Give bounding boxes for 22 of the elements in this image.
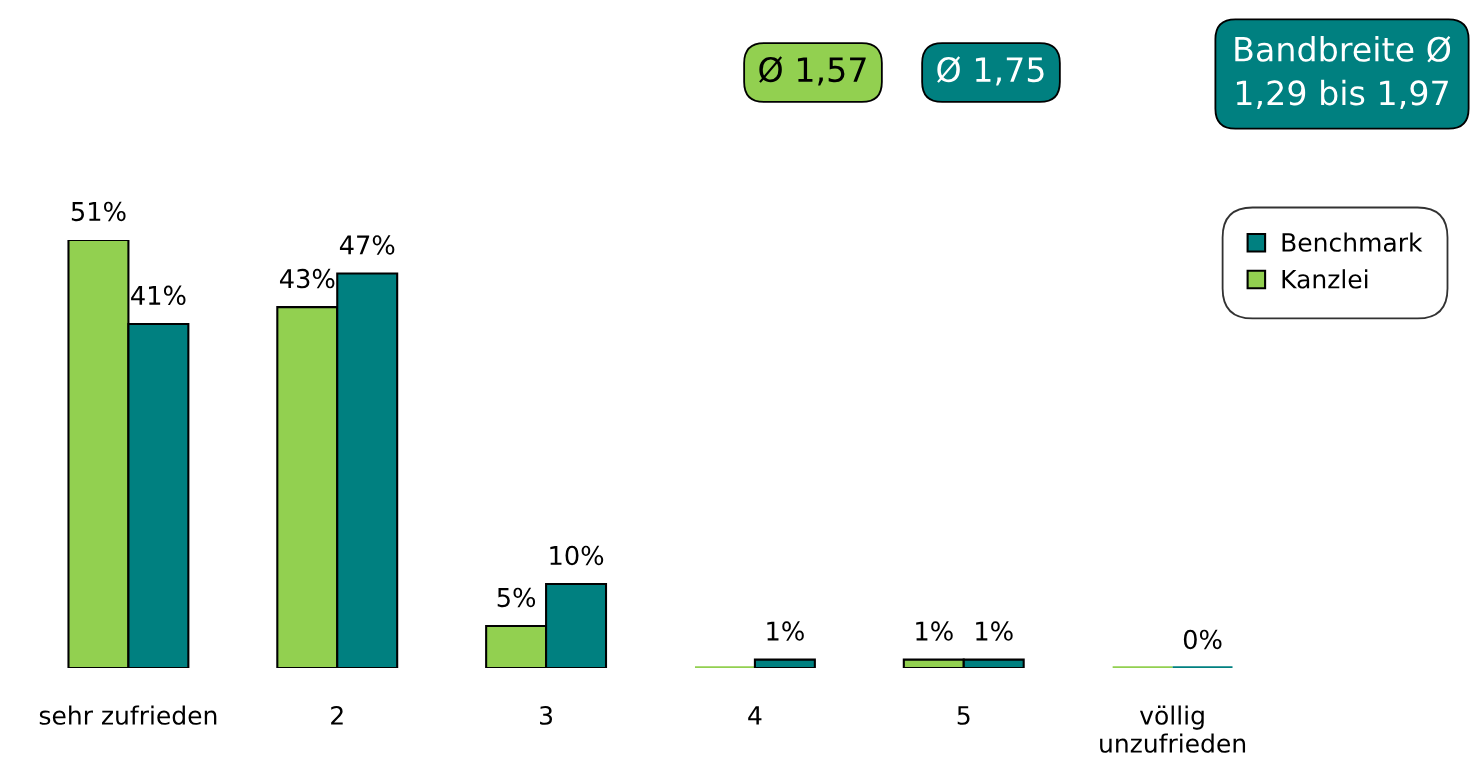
text: Bandbreite Ø 1,29 bis 1,97 [1235, 35, 1451, 109]
data-label: 1% [767, 621, 804, 641]
text: Ø 1,57 [759, 56, 866, 86]
legend-label: Benchmark [1282, 232, 1423, 252]
legend-label: Kanzlei [1282, 269, 1368, 289]
data-label: 5% [497, 587, 536, 608]
data-label: 1% [916, 621, 953, 641]
x-tick-label: völlig unzufrieden [1100, 705, 1246, 753]
x-tick-label: 4 [748, 706, 762, 725]
data-label: 43% [279, 268, 335, 289]
bar [753, 658, 816, 668]
data-label: 47% [339, 235, 395, 255]
x-tick-label: 5 [957, 706, 970, 725]
data-label: 1% [976, 621, 1013, 641]
x-tick-label: 3 [540, 705, 553, 725]
text: Ø 1,75 [937, 56, 1044, 86]
data-label: 0% [1183, 629, 1222, 650]
x-tick-label: 2 [331, 705, 343, 725]
x-tick-label: sehr zufrieden [39, 705, 217, 725]
data-label: 51% [71, 201, 126, 222]
data-label: 10% [550, 545, 604, 566]
data-label: 41% [131, 285, 186, 306]
